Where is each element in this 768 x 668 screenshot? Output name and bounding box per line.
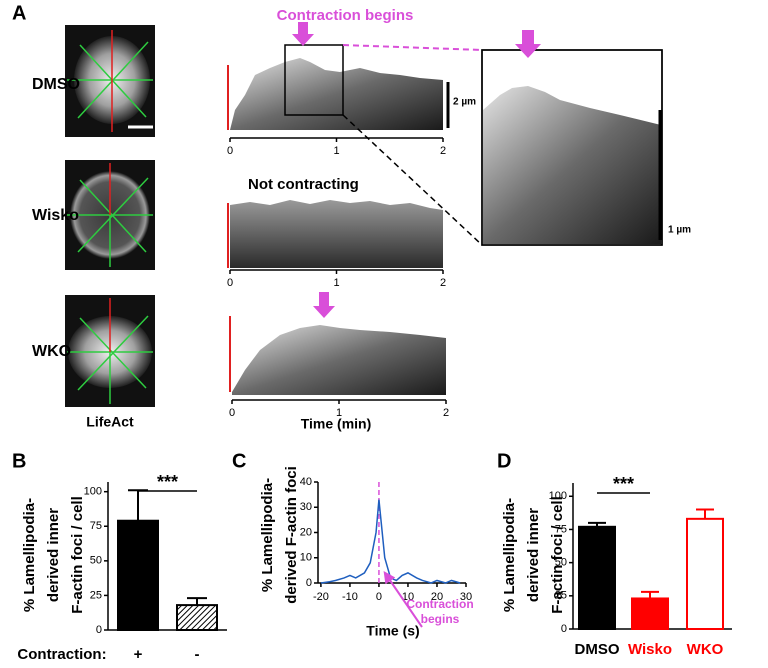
bar <box>631 597 669 630</box>
x-tick-label: -20 <box>313 591 329 603</box>
cell-image <box>65 295 155 407</box>
y-tick-label: 0 <box>306 577 312 589</box>
x-tick-label: 0 <box>227 277 233 289</box>
x-tick-label: WKO <box>687 641 724 658</box>
y-axis-label: % Lamellipodia- <box>21 498 38 612</box>
x-tick-label: 2 <box>440 277 446 289</box>
x-tick-label: 10 <box>402 591 414 603</box>
x-axis-label: Contraction: <box>17 646 106 663</box>
x-axis-label: Time (s) <box>366 623 419 639</box>
panel-letter: B <box>12 450 26 472</box>
data-line <box>320 499 461 584</box>
cell-image <box>65 160 155 270</box>
panel-a: A DMSO Wisko WKO LifeAct <box>12 2 691 431</box>
note: Not contracting <box>248 176 359 193</box>
y-axis-label: % Lamellipodia- <box>501 498 518 612</box>
x-tick-label: 1 <box>333 145 339 157</box>
y-tick-label: 100 <box>84 486 102 498</box>
scale-bar-label: 1 µm <box>668 225 691 236</box>
y-axis-label: derived inner <box>525 508 542 602</box>
x-tick-label: 0 <box>227 145 233 157</box>
y-tick-label: 25 <box>90 589 102 601</box>
x-tick-label: 1 <box>333 277 339 289</box>
y-axis-label: derived F-actin foci <box>283 466 300 604</box>
panel-letter: C <box>232 450 246 472</box>
annotation-arrow <box>383 571 423 628</box>
bar <box>176 604 218 631</box>
y-axis-label: F-actin foci / cell <box>69 496 86 614</box>
x-tick-label: 2 <box>440 145 446 157</box>
x-tick-label: DMSO <box>575 641 620 658</box>
y-tick-label: 10 <box>300 552 312 564</box>
kymograph <box>230 58 443 130</box>
x-tick-label: -10 <box>342 591 358 603</box>
significance: *** <box>613 474 634 494</box>
kymograph <box>230 200 443 268</box>
y-tick-label: 25 <box>555 590 567 602</box>
y-tick-label: 50 <box>90 555 102 567</box>
annotation: Contraction begins <box>277 7 414 24</box>
y-axis-label: % Lamellipodia- <box>259 478 276 592</box>
x-tick-label: + <box>134 646 143 663</box>
y-tick-label: 100 <box>549 490 567 502</box>
panel-letter: D <box>497 450 511 472</box>
annotation: Contraction <box>406 597 473 611</box>
bar <box>578 525 616 630</box>
y-tick-label: 40 <box>300 476 312 488</box>
y-axis-label: F-actin foci / cell <box>549 496 566 614</box>
x-tick-label: - <box>195 646 200 663</box>
kymograph <box>232 325 446 395</box>
row-label: DMSO <box>32 76 80 93</box>
y-tick-label: 75 <box>555 523 567 535</box>
annotation: begins <box>421 612 460 626</box>
image-label: LifeAct <box>86 414 134 430</box>
y-tick-label: 0 <box>561 623 567 635</box>
bar <box>686 517 724 630</box>
row-label: Wisko <box>32 207 79 224</box>
row-label: WKO <box>32 343 71 360</box>
y-tick-label: 50 <box>555 557 567 569</box>
cell-image <box>65 25 155 137</box>
x-tick-label: 0 <box>229 407 235 419</box>
y-tick-label: 75 <box>90 520 102 532</box>
y-axis-label: derived inner <box>45 508 62 602</box>
x-axis-label: Time (min) <box>301 416 372 432</box>
bar <box>117 519 159 631</box>
panel-letter: A <box>12 2 26 24</box>
x-tick-label: 0 <box>376 591 382 603</box>
scale-bar-label: 2 µm <box>453 97 476 108</box>
x-tick-label: 2 <box>443 407 449 419</box>
x-tick-label: 30 <box>460 591 472 603</box>
x-tick-label: 20 <box>431 591 443 603</box>
zoom-box <box>284 44 344 116</box>
y-tick-label: 20 <box>300 526 312 538</box>
significance: *** <box>157 472 178 492</box>
x-tick-label: 1 <box>336 407 342 419</box>
x-tick-label: Wisko <box>628 641 672 658</box>
y-tick-label: 0 <box>96 624 102 636</box>
y-tick-label: 30 <box>300 501 312 513</box>
